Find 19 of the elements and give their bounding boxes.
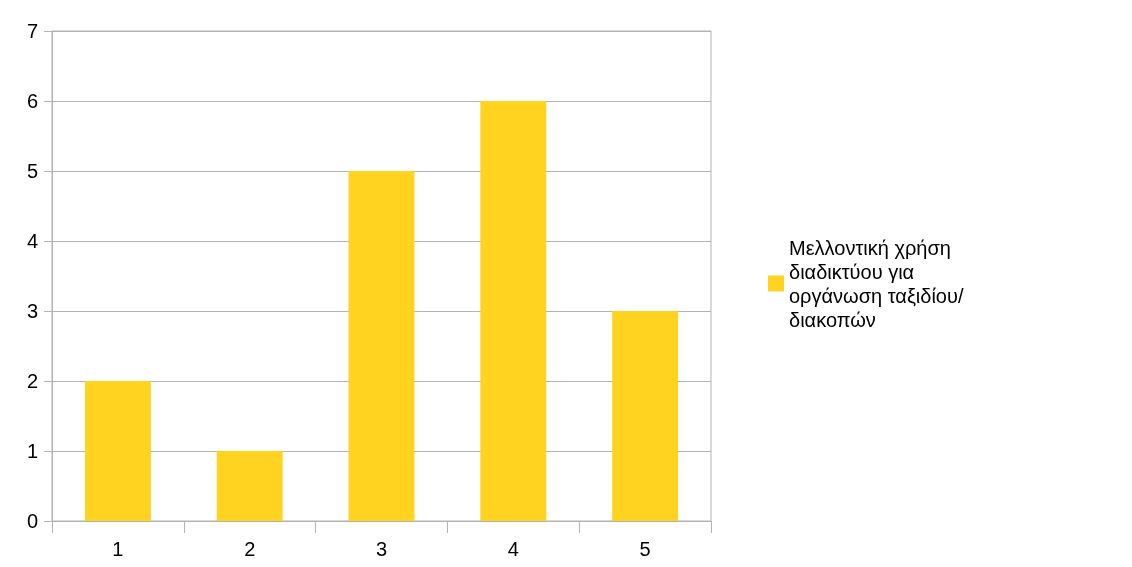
y-tick-label: 7 [26, 20, 38, 42]
bar [216, 451, 283, 521]
y-tick-label: 1 [26, 440, 38, 462]
y-tick-label: 4 [26, 230, 38, 252]
x-tick-label: 5 [639, 538, 651, 560]
bar [480, 101, 547, 521]
bar [348, 171, 415, 521]
y-tick-label: 6 [26, 90, 38, 112]
y-tick-label: 2 [26, 370, 38, 392]
y-tick-label: 5 [26, 160, 38, 182]
legend-label: Μελλοντική χρήση διαδικτύου για οργάνωση ταξιδίου/ διακοπών [789, 236, 970, 331]
x-tick-label: 1 [112, 538, 124, 560]
x-tick-label: 2 [244, 538, 256, 560]
x-tick-label: 4 [507, 538, 519, 560]
y-tick-label: 0 [26, 510, 38, 532]
y-tick-label: 3 [26, 300, 38, 322]
bar [84, 381, 151, 521]
x-tick-label: 3 [375, 538, 388, 560]
bar [612, 311, 679, 521]
